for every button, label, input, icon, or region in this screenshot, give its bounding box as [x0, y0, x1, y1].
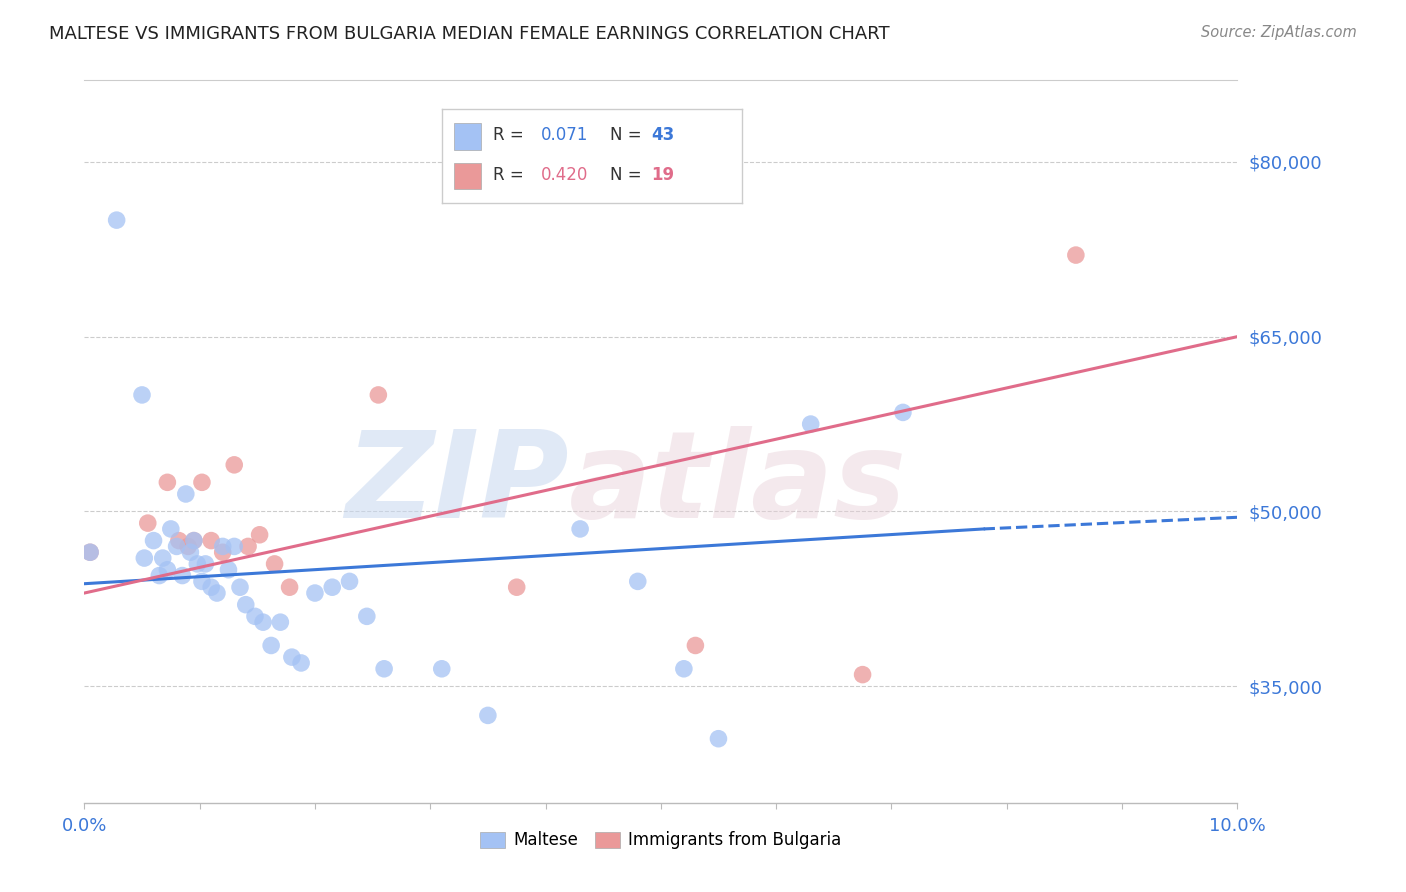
Point: [506, 580, 529, 594]
Point: [191, 574, 214, 589]
Point: [672, 662, 695, 676]
Point: [249, 528, 271, 542]
Point: [281, 650, 304, 665]
Point: [194, 557, 217, 571]
Text: Source: ZipAtlas.com: Source: ZipAtlas.com: [1201, 25, 1357, 40]
Point: [218, 563, 240, 577]
Point: [290, 656, 312, 670]
Point: [569, 522, 592, 536]
Point: [339, 574, 361, 589]
Point: [224, 540, 246, 554]
Point: [800, 417, 823, 431]
Point: [183, 533, 205, 548]
Point: [186, 557, 208, 571]
Point: [166, 540, 188, 554]
Point: [685, 639, 707, 653]
Legend: Maltese, Immigrants from Bulgaria: Maltese, Immigrants from Bulgaria: [474, 824, 848, 856]
Point: [707, 731, 730, 746]
Point: [235, 598, 257, 612]
Point: [160, 522, 183, 536]
Point: [211, 540, 233, 554]
Point: [304, 586, 326, 600]
Point: [229, 580, 252, 594]
Point: [224, 458, 246, 472]
Point: [243, 609, 266, 624]
Point: [367, 388, 389, 402]
Point: [1064, 248, 1087, 262]
Point: [79, 545, 101, 559]
Point: [891, 405, 914, 419]
Point: [278, 580, 301, 594]
Point: [200, 533, 222, 548]
Point: [430, 662, 453, 676]
Point: [263, 557, 285, 571]
Point: [131, 388, 153, 402]
Point: [269, 615, 291, 630]
Point: [105, 213, 128, 227]
Point: [167, 533, 190, 548]
Point: [373, 662, 395, 676]
Point: [174, 487, 197, 501]
Text: ZIP: ZIP: [344, 426, 568, 543]
Point: [134, 551, 156, 566]
Text: MALTESE VS IMMIGRANTS FROM BULGARIA MEDIAN FEMALE EARNINGS CORRELATION CHART: MALTESE VS IMMIGRANTS FROM BULGARIA MEDI…: [49, 25, 890, 43]
Point: [852, 667, 875, 681]
Point: [172, 568, 194, 582]
Point: [152, 551, 174, 566]
Point: [136, 516, 159, 530]
Point: [205, 586, 228, 600]
Text: atlas: atlas: [568, 426, 907, 543]
Point: [321, 580, 343, 594]
Point: [627, 574, 650, 589]
Point: [477, 708, 499, 723]
Point: [200, 580, 222, 594]
Point: [79, 545, 101, 559]
Point: [156, 475, 179, 490]
Point: [142, 533, 165, 548]
Point: [148, 568, 170, 582]
Point: [211, 545, 233, 559]
Point: [177, 540, 200, 554]
Point: [179, 545, 201, 559]
Point: [252, 615, 274, 630]
Point: [191, 475, 214, 490]
Point: [183, 533, 205, 548]
Point: [156, 563, 179, 577]
Point: [356, 609, 378, 624]
Point: [260, 639, 283, 653]
Point: [236, 540, 259, 554]
